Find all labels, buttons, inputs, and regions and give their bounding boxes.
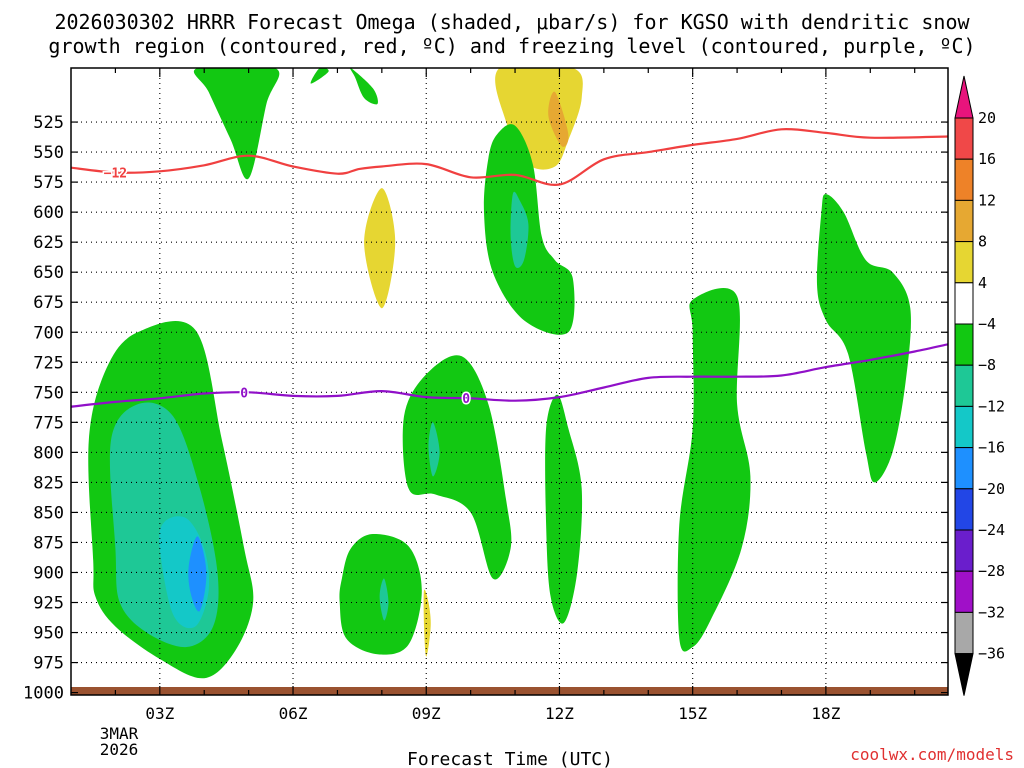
x-tick-label: 09Z (412, 704, 441, 723)
omega-region-6 (349, 68, 378, 105)
omega-region-14 (548, 91, 569, 147)
omega-region-3 (188, 536, 207, 612)
y-tick-label: 725 (33, 353, 64, 373)
date-label-year: 2026 (100, 740, 139, 759)
colorbar-bin (954, 323, 974, 366)
omega-region-7 (364, 188, 396, 309)
y-tick-label: 700 (33, 323, 64, 343)
colorbar-tick-label: −28 (978, 562, 1005, 580)
colorbar: 20 16 12 8 4 −4 −8 −12 −16 −20 −24 −28 −32 −36 (954, 75, 1005, 696)
colorbar-tick-label: −8 (978, 356, 996, 374)
omega-region-5 (310, 68, 329, 84)
y-tick-label: 1000 (23, 684, 64, 704)
y-tick-label: 600 (33, 203, 64, 223)
credit-label: coolwx.com/models (850, 745, 1014, 764)
colorbar-tick-label: −32 (978, 603, 1005, 621)
y-tick-label: 950 (33, 624, 64, 644)
y-tick-label: 550 (33, 143, 64, 163)
colorbar-bin (954, 364, 974, 407)
colorbar-tick-label: 4 (978, 274, 987, 292)
colorbar-tick-label: −24 (978, 521, 1005, 539)
colorbar-tick-label: 16 (978, 150, 996, 168)
y-tick-label: 525 (33, 113, 64, 133)
contour-line-0 (71, 128, 948, 186)
colorbar-bin (954, 611, 974, 655)
y-tick-label: 925 (33, 594, 64, 614)
x-tick-label: 12Z (545, 704, 574, 723)
y-tick-label: 675 (33, 293, 64, 313)
chart-title-line-2: growth region (contoured, red, ºC) and f… (48, 34, 975, 58)
contour-label: 0 (240, 386, 248, 401)
y-tick-label: 775 (33, 413, 64, 433)
omega-region-4 (193, 68, 280, 180)
omega-region-19 (816, 194, 911, 483)
x-axis-label: Forecast Time (UTC) (407, 749, 613, 768)
omega-region-16 (510, 191, 529, 268)
contour-line-1 (71, 343, 948, 408)
colorbar-bin (954, 282, 974, 325)
omega-region-18 (677, 288, 751, 652)
plot-area: −12 0 0 525 550 575 600 625 650 675 700 725 750 775 8… (23, 67, 949, 723)
y-tick-label: 650 (33, 263, 64, 283)
omega-region-12 (428, 422, 440, 477)
y-tick-label: 625 (33, 233, 64, 253)
colorbar-tick-label: −4 (978, 315, 996, 333)
y-tick-label: 875 (33, 533, 64, 553)
colorbar-bin (954, 117, 974, 160)
colorbar-under-arrow (954, 653, 974, 696)
x-tick-label: 06Z (279, 704, 308, 723)
contour-label: 0 (462, 392, 470, 407)
date-label-day: 3MAR (100, 724, 139, 743)
colorbar-tick-label: 12 (978, 191, 996, 209)
colorbar-bin (954, 570, 974, 613)
y-tick-label: 975 (33, 654, 64, 674)
omega-region-17 (545, 394, 583, 624)
y-tick-label: 900 (33, 563, 64, 583)
omega-region-15 (483, 124, 575, 335)
colorbar-tick-label: 20 (978, 109, 996, 127)
y-tick-label: 850 (33, 503, 64, 523)
colorbar-bin (954, 447, 974, 490)
x-tick-label: 18Z (811, 704, 840, 723)
colorbar-bin (954, 488, 974, 531)
colorbar-tick-label: 8 (978, 233, 987, 251)
y-tick-label: 750 (33, 383, 64, 403)
colorbar-bin (954, 405, 974, 449)
y-tick-label: 575 (33, 173, 64, 193)
y-tick-label: 825 (33, 473, 64, 493)
plot-frame (70, 67, 949, 696)
colorbar-bin (954, 158, 974, 201)
colorbar-tick-label: −16 (978, 439, 1005, 457)
colorbar-over-arrow (954, 75, 974, 119)
colorbar-bin (954, 529, 974, 572)
x-tick-label: 03Z (145, 704, 174, 723)
omega-region-10 (423, 589, 431, 657)
contour-label: −12 (104, 167, 127, 182)
omega-region-11 (402, 355, 512, 580)
y-tick-label: 800 (33, 443, 64, 463)
x-tick-label: 15Z (678, 704, 707, 723)
colorbar-tick-label: −36 (978, 645, 1005, 663)
omega-region-9 (379, 578, 389, 621)
colorbar-bin (954, 199, 974, 243)
ground-surface (71, 687, 948, 695)
chart-title-line-1: 2026030302 HRRR Forecast Omega (shaded, … (54, 10, 970, 34)
colorbar-bin (954, 241, 974, 284)
colorbar-tick-label: −20 (978, 480, 1005, 498)
colorbar-tick-label: −12 (978, 397, 1005, 415)
